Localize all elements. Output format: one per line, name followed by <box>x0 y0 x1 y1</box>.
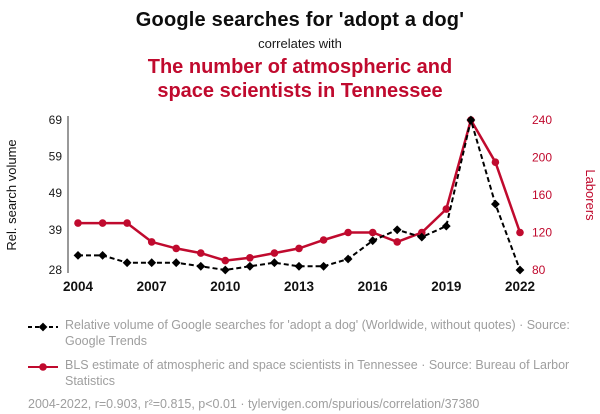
legend-item-bls: BLS estimate of atmospheric and space sc… <box>28 357 600 390</box>
diamond-marker <box>147 258 157 267</box>
right-tick-label: 120 <box>532 225 552 239</box>
diamond-marker <box>73 250 83 260</box>
circle-marker <box>172 244 180 252</box>
left-tick-label: 39 <box>49 223 63 237</box>
circle-marker <box>147 237 156 246</box>
circle-marker <box>270 249 279 257</box>
x-tick-label: 2022 <box>505 279 535 294</box>
legend-label-search: Relative volume of Google searches for '… <box>65 317 570 349</box>
right-tick-label: 80 <box>532 263 546 277</box>
left-tick-label: 59 <box>49 149 63 163</box>
circle-marker <box>491 158 500 166</box>
left-tick-label: 28 <box>49 263 63 277</box>
legend: Relative volume of Google searches for '… <box>28 317 600 390</box>
footer-stats: 2004-2022, r=0.903, r²=0.815, p<0.01 · t… <box>28 396 480 411</box>
circle-marker <box>123 219 131 227</box>
circle-marker <box>246 253 254 262</box>
diamond-marker <box>245 261 255 271</box>
diamond-marker <box>294 261 304 271</box>
chart-svg: 28 39 49 59 69 80 120 160 200 240 2004 2007 2010 2013… <box>4 113 598 294</box>
diamond-marker <box>38 322 48 332</box>
diamond-marker <box>122 258 132 267</box>
left-axis-title: Rel. search volume <box>4 139 19 250</box>
circle-marker <box>393 237 402 246</box>
circle-marker <box>319 235 328 244</box>
diamond-marker <box>417 232 427 242</box>
circle-marker <box>418 228 426 237</box>
circle-marker <box>344 228 352 237</box>
diamond-marker <box>171 258 181 267</box>
legend-marker-bls-icon <box>28 362 58 371</box>
circle-marker <box>442 205 451 213</box>
diamond-marker <box>441 221 451 231</box>
legend-marker-search-icon <box>28 322 58 332</box>
chart-title-primary: Google searches for 'adopt a dog' <box>135 9 465 31</box>
circle-marker <box>295 244 303 252</box>
legend-item-search: Relative volume of Google searches for '… <box>28 317 600 350</box>
x-tick-label: 2019 <box>431 279 461 294</box>
circle-marker <box>39 362 47 371</box>
x-tick-label: 2013 <box>284 279 315 294</box>
diamond-marker <box>270 258 279 267</box>
circle-marker <box>74 219 82 227</box>
bls-series <box>74 115 524 265</box>
diamond-marker <box>319 261 328 271</box>
chart-subtitle: correlates with <box>258 36 342 51</box>
diamond-marker <box>515 265 525 275</box>
right-tick-label: 160 <box>532 188 552 202</box>
circle-marker <box>98 219 107 227</box>
diamond-marker <box>343 254 353 264</box>
left-tick-label: 49 <box>49 186 63 200</box>
diamond-marker <box>98 250 107 260</box>
right-axis-title: Laborers <box>583 169 598 221</box>
x-tick-label: 2007 <box>137 279 167 294</box>
x-tick-label: 2004 <box>63 279 94 294</box>
x-tick-label: 2016 <box>358 279 389 294</box>
diamond-marker <box>196 261 206 271</box>
circle-marker <box>368 228 377 237</box>
left-tick-label: 69 <box>49 113 63 127</box>
diamond-marker <box>220 265 230 275</box>
diamond-marker <box>368 236 378 245</box>
circle-marker <box>221 256 230 265</box>
diamond-marker <box>466 115 476 125</box>
circle-marker <box>516 228 524 237</box>
right-tick-label: 200 <box>532 150 552 164</box>
diamond-marker <box>491 199 500 209</box>
x-tick-label: 2010 <box>210 279 240 294</box>
chart-header: Google searches for 'adopt a dog' correl… <box>0 0 600 104</box>
chart-title-secondary: The number of atmospheric and space scie… <box>147 56 453 103</box>
legend-label-bls: BLS estimate of atmospheric and space sc… <box>65 357 570 389</box>
circle-marker <box>197 249 205 257</box>
diamond-marker <box>392 225 402 234</box>
chart-area: 28 39 49 59 69 80 120 160 200 240 2004 2007 2010 2013… <box>0 106 600 309</box>
right-tick-label: 240 <box>532 113 552 127</box>
